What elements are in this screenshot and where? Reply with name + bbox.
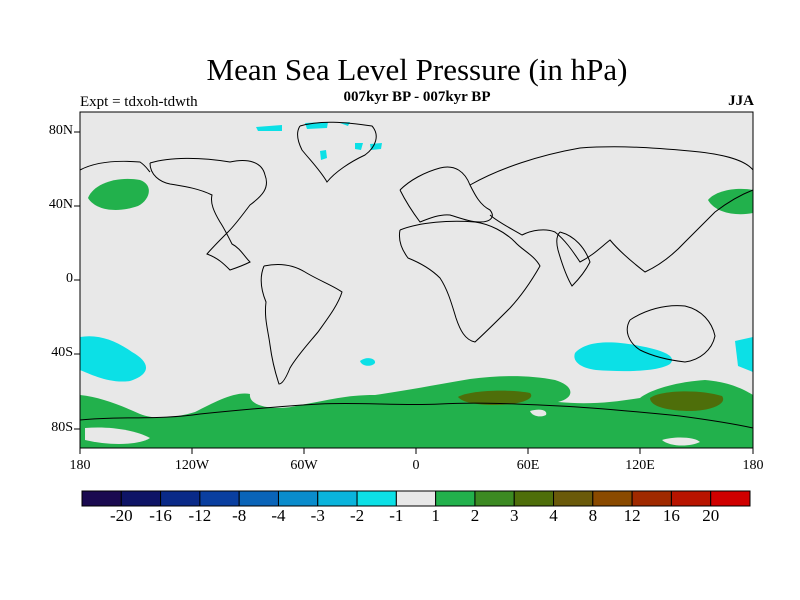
asia-coast: [469, 146, 754, 273]
lon-label-0: 0: [412, 458, 420, 473]
lon-label-60w: 60W: [290, 458, 318, 473]
colorbar-swatch: [356, 490, 397, 507]
india-coast: [556, 231, 591, 287]
colorbar-tick-label: -4: [271, 506, 286, 525]
colorbar-swatch: [631, 490, 672, 507]
tick-marks: [74, 131, 754, 454]
lat-label-equator: 0: [66, 271, 73, 286]
colorbar-swatch: [513, 490, 555, 507]
lon-label-120w: 120W: [174, 458, 210, 473]
colorbar-tick-label: 8: [588, 506, 598, 525]
lat-label-40n: 40N: [48, 197, 73, 212]
colorbar-swatch: [199, 490, 240, 507]
australia-coast: [626, 305, 716, 363]
lon-label-180w: 180: [69, 458, 91, 473]
colorbar-swatch: [317, 490, 358, 507]
colorbar-swatch: [238, 490, 279, 507]
lon-label-60e: 60E: [516, 458, 540, 473]
antarctica-coast: [79, 402, 754, 429]
colorbar-swatch: [553, 490, 594, 507]
plot-title: Mean Sea Level Pressure (in hPa): [206, 52, 628, 87]
antarctic-interior-gap-1: [85, 427, 150, 444]
south-indian-negative: [574, 342, 673, 372]
colorbar-tick-label: -1: [389, 506, 404, 525]
lat-label-40s: 40S: [51, 345, 73, 360]
lat-label-80s: 80S: [51, 420, 73, 435]
colorbar-swatch: [710, 490, 751, 507]
negative-anomaly-regions: [80, 122, 753, 382]
tasman-negative: [735, 337, 753, 372]
colorbar-tick-label: 4: [549, 506, 558, 525]
antarctic-interior-gap-3: [530, 409, 547, 417]
south-indian-medium: [458, 390, 532, 405]
north-america-coast: [149, 157, 267, 271]
alaska-coast: [79, 160, 151, 173]
colorbar-swatch: [277, 490, 319, 507]
coastlines: [79, 121, 754, 429]
colorbar-tick-label: -3: [310, 506, 325, 525]
colorbar-swatch: [592, 490, 633, 507]
colorbar-tick-label: -16: [149, 506, 172, 525]
africa-coast: [399, 220, 541, 343]
season-label: JJA: [728, 93, 754, 109]
colorbar-swatch: [120, 490, 162, 507]
north-pacific-positive: [88, 178, 149, 210]
southern-ocean-positive: [80, 376, 753, 448]
colorbar-tick-label: -8: [232, 506, 247, 525]
experiment-label: Expt = tdxoh-tdwth: [80, 94, 198, 110]
colorbar-tick-label: -20: [109, 506, 133, 525]
colorbar-tick-label: 1: [431, 506, 440, 525]
colorbar-swatch: [435, 490, 476, 507]
colorbar-tick-label: 20: [702, 506, 720, 525]
lon-label-180e: 180: [742, 458, 764, 473]
colorbar-tick-label: 3: [509, 506, 519, 525]
positive-anomaly-regions: [80, 178, 753, 448]
south-america-coast: [260, 263, 343, 385]
colorbar-swatch: [474, 490, 515, 507]
europe-coast: [399, 166, 493, 223]
lat-label-80n: 80N: [48, 123, 73, 138]
south-australia-medium: [650, 391, 724, 411]
plot-subtitle: 007kyr BP - 007kyr BP: [343, 89, 491, 105]
antarctic-interior-gap-2: [662, 437, 700, 446]
greenland-coast: [297, 121, 377, 183]
colorbar-tick-label: 2: [470, 506, 480, 525]
south-atlantic-negative: [360, 358, 376, 366]
colorbar-swatch: [160, 490, 201, 507]
colorbar-swatch: [81, 490, 122, 507]
southern-pacific-negative: [80, 336, 146, 382]
colorbar-tick-label: -2: [349, 506, 365, 525]
colorbar-tick-label: -12: [188, 506, 212, 525]
colorbar-tick-label: 16: [662, 506, 680, 525]
colorbar-tick-label: 12: [623, 506, 641, 525]
colorbar-swatch: [670, 490, 712, 507]
lon-label-120e: 120E: [625, 458, 655, 473]
colorbar-swatch: [395, 490, 437, 507]
